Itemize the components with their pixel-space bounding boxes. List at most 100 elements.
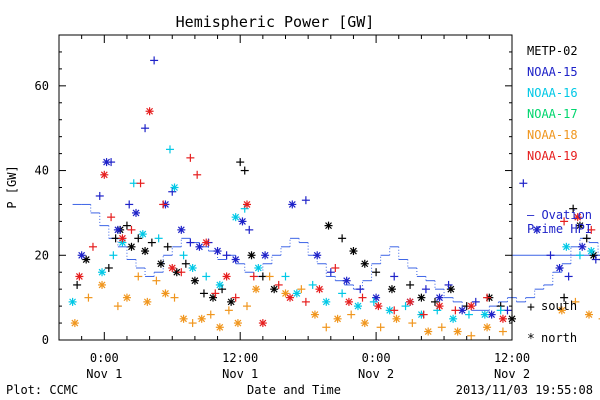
point-noaa-19 (88, 242, 97, 251)
point-noaa-15 (107, 158, 116, 167)
legend-noaa-17: NOAA-17 (527, 107, 578, 121)
point-noaa-15 (503, 306, 512, 315)
y-tick-label: 40 (35, 164, 49, 178)
point-metp-02 (122, 221, 131, 230)
point-noaa-16 (129, 179, 138, 188)
point-noaa-15 (132, 208, 141, 217)
point-noaa-19 (186, 153, 195, 162)
point-noaa-16 (179, 251, 188, 260)
point-noaa-15 (458, 306, 467, 315)
point-metp-02 (141, 247, 150, 256)
point-metp-02 (163, 242, 172, 251)
x-axis-label: Date and Time (247, 383, 341, 397)
point-noaa-18 (265, 272, 274, 281)
point-noaa-19 (168, 263, 177, 272)
point-noaa-18 (571, 297, 580, 306)
point-noaa-19 (315, 285, 324, 294)
point-metp-02 (181, 259, 190, 268)
point-noaa-16 (587, 247, 596, 256)
point-noaa-19 (222, 272, 231, 281)
point-noaa-15 (213, 247, 222, 256)
point-noaa-15 (342, 276, 351, 285)
point-noaa-16 (254, 263, 263, 272)
point-noaa-16 (496, 306, 505, 315)
legend-noaa-16: NOAA-16 (527, 86, 578, 100)
point-noaa-18 (161, 289, 170, 298)
point-noaa-18 (242, 302, 251, 311)
point-metp-02 (147, 238, 156, 247)
point-noaa-18 (197, 314, 206, 323)
point-metp-02 (227, 297, 236, 306)
point-noaa-18 (347, 310, 356, 319)
point-metp-02 (270, 285, 279, 294)
point-noaa-19 (193, 170, 202, 179)
point-noaa-18 (333, 314, 342, 323)
legend-noaa-15: NOAA-15 (527, 65, 578, 79)
point-noaa-15 (356, 285, 365, 294)
point-noaa-19 (211, 289, 220, 298)
point-noaa-15 (231, 255, 240, 264)
point-noaa-15 (177, 225, 186, 234)
point-metp-02 (247, 251, 256, 260)
point-noaa-18 (170, 293, 179, 302)
point-noaa-19 (202, 238, 211, 247)
point-noaa-19 (374, 302, 383, 311)
point-noaa-18 (297, 285, 306, 294)
point-noaa-19 (177, 268, 186, 277)
point-noaa-15 (421, 285, 430, 294)
point-noaa-16 (308, 280, 317, 289)
point-noaa-19 (419, 310, 428, 319)
point-noaa-15 (245, 225, 254, 234)
point-noaa-15 (95, 191, 104, 200)
y-axis-label: P [GW] (5, 165, 19, 208)
point-noaa-19 (159, 200, 168, 209)
point-noaa-19 (390, 306, 399, 315)
point-noaa-16 (109, 251, 118, 260)
point-metp-02 (582, 234, 591, 243)
point-noaa-15 (301, 196, 310, 205)
point-metp-02 (372, 268, 381, 277)
point-noaa-16 (369, 297, 378, 306)
point-noaa-15 (487, 310, 496, 319)
point-noaa-15 (532, 225, 541, 234)
point-noaa-15 (77, 251, 86, 260)
point-metp-02 (134, 234, 143, 243)
point-noaa-18 (322, 323, 331, 332)
point-noaa-16 (353, 302, 362, 311)
point-noaa-16 (154, 234, 163, 243)
data-points-layer (68, 56, 600, 340)
point-noaa-15 (238, 217, 247, 226)
point-noaa-19 (344, 297, 353, 306)
point-metp-02 (417, 293, 426, 302)
point-noaa-19 (274, 280, 283, 289)
legend-metp-02: METP-02 (527, 44, 578, 58)
point-noaa-19 (451, 306, 460, 315)
point-metp-02 (324, 221, 333, 230)
point-noaa-16 (464, 310, 473, 319)
point-noaa-18 (424, 327, 433, 336)
footer-timestamp: 2013/11/03 19:55:08 (456, 383, 593, 397)
point-noaa-16 (322, 297, 331, 306)
marker-legend-south-label: south (541, 299, 577, 313)
point-noaa-15 (578, 242, 587, 251)
point-metp-02 (156, 259, 165, 268)
point-metp-02 (338, 234, 347, 243)
point-noaa-18 (98, 280, 107, 289)
point-noaa-18 (453, 327, 462, 336)
point-noaa-18 (408, 319, 417, 328)
point-noaa-19 (435, 302, 444, 311)
axes-layer: 0 20 40 60 0:00 Nov 1 12:00 Nov 1 0:00 Nov 2 12:00… (35, 34, 530, 381)
point-noaa-16 (338, 289, 347, 298)
x-tick-time-label: 12:00 (222, 351, 258, 365)
marker-legend-north: * north (527, 331, 577, 347)
point-metp-02 (575, 221, 584, 230)
point-noaa-16 (138, 230, 147, 239)
point-noaa-19 (331, 263, 340, 272)
point-noaa-15 (471, 297, 480, 306)
point-metp-02 (349, 247, 358, 256)
point-noaa-19 (242, 200, 251, 209)
point-noaa-15 (222, 251, 231, 260)
point-noaa-15 (125, 200, 134, 209)
point-noaa-18 (483, 323, 492, 332)
point-noaa-15 (390, 272, 399, 281)
